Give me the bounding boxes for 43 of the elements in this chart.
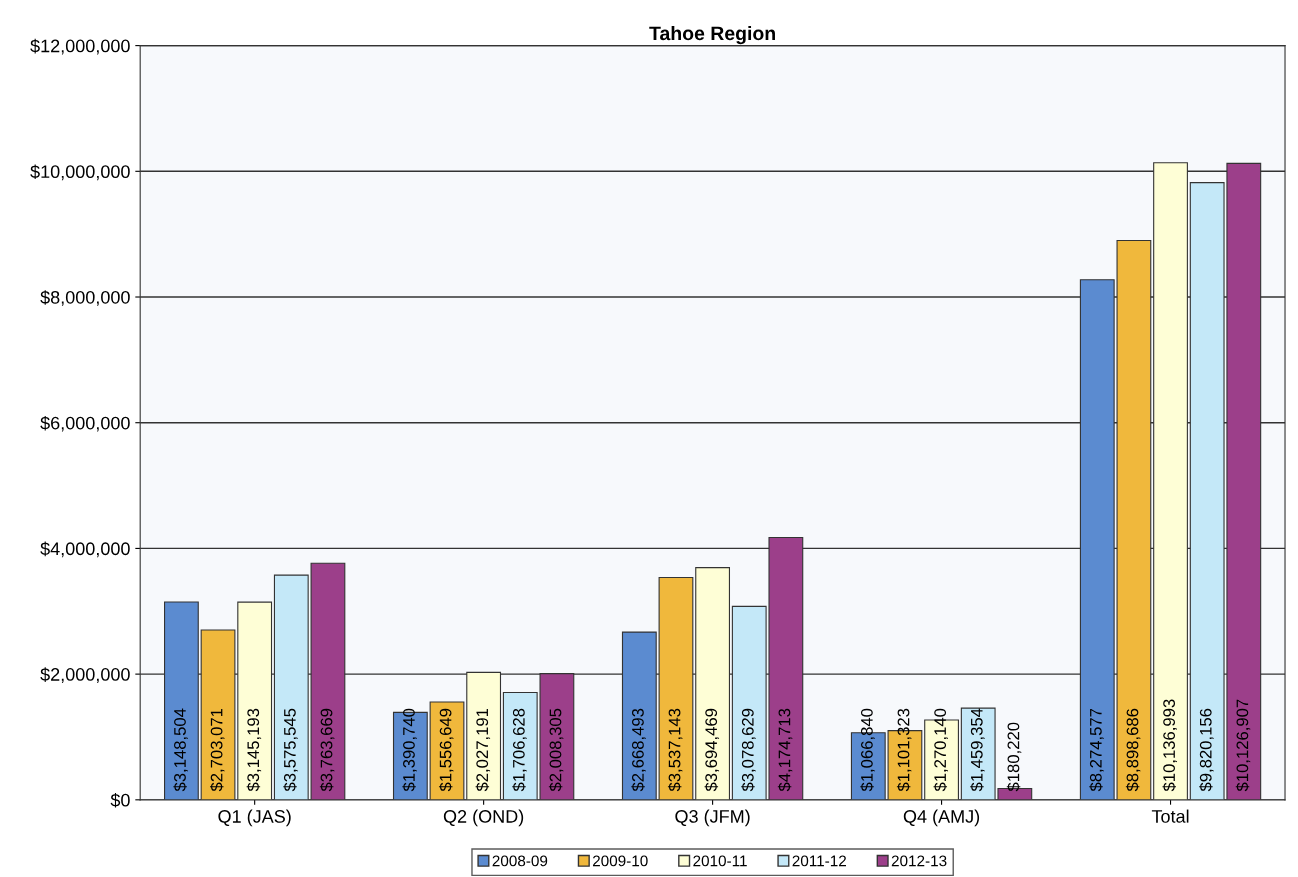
y-tick-label: $12,000,000 xyxy=(30,38,130,55)
x-tick-label: Total xyxy=(1151,809,1189,823)
legend-label: 2011-12 xyxy=(792,855,846,867)
data-label: $8,898,686 xyxy=(1125,708,1141,792)
data-label: $2,703,071 xyxy=(210,708,225,792)
data-label: $3,148,504 xyxy=(173,708,188,792)
data-label: $3,763,669 xyxy=(319,708,335,792)
data-label: $10,126,907 xyxy=(1235,699,1251,792)
legend-label: 2009-10 xyxy=(592,855,648,867)
y-tick-label: $6,000,000 xyxy=(40,415,130,432)
data-label: $1,066,840 xyxy=(860,708,875,792)
data-label: $1,270,140 xyxy=(933,708,949,792)
y-tick-label: $10,000,000 xyxy=(30,164,130,181)
data-label: $1,556,649 xyxy=(438,708,454,792)
data-label: $10,136,993 xyxy=(1162,699,1177,792)
data-label: $4,174,713 xyxy=(777,708,793,792)
y-tick-label: $4,000,000 xyxy=(40,541,130,558)
x-tick-label: Q3 (JFM) xyxy=(675,809,750,827)
data-label: $2,668,493 xyxy=(631,708,646,792)
data-label: $3,537,143 xyxy=(667,708,683,792)
y-tick-label: $0 xyxy=(110,793,130,808)
x-tick-label: Q1 (JAS) xyxy=(218,809,291,827)
data-label: $3,078,629 xyxy=(741,708,756,792)
data-label: $2,008,305 xyxy=(548,708,564,792)
data-label: $2,027,191 xyxy=(475,708,491,792)
chart-title: Tahoe Region xyxy=(649,25,775,45)
data-label: $1,706,628 xyxy=(512,708,527,792)
data-label: $9,820,156 xyxy=(1199,708,1214,792)
data-label: $1,459,354 xyxy=(970,708,985,792)
data-label: $8,274,577 xyxy=(1089,708,1104,792)
data-label: $1,101,323 xyxy=(896,708,912,792)
data-label: $3,694,469 xyxy=(704,708,720,792)
data-label: $3,575,545 xyxy=(283,708,298,792)
x-tick-label: Q4 (AMJ) xyxy=(903,809,980,827)
legend-label: 2008-09 xyxy=(492,855,548,867)
data-label: $180,220 xyxy=(1006,722,1022,792)
data-label: $1,390,740 xyxy=(402,708,417,792)
data-label: $3,145,193 xyxy=(246,708,262,792)
legend-label: 2012-13 xyxy=(891,855,947,867)
x-tick-label: Q2 (OND) xyxy=(443,809,524,827)
y-tick-label: $2,000,000 xyxy=(40,667,130,683)
legend-label: 2010-11 xyxy=(693,855,747,867)
y-tick-label: $8,000,000 xyxy=(40,290,130,306)
